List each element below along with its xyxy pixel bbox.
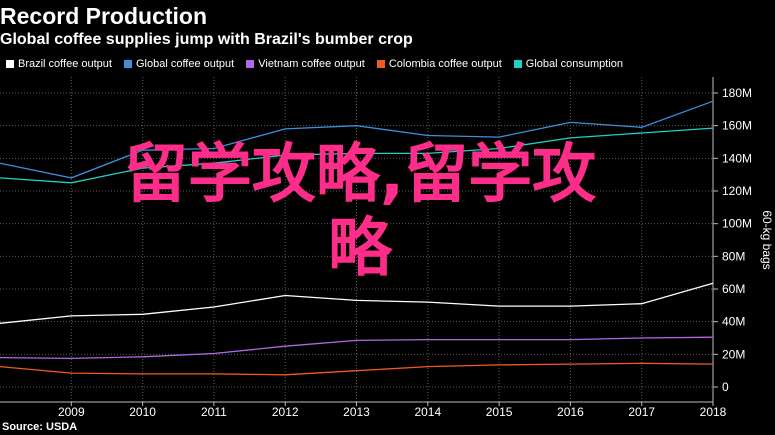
y-tick-label: 0: [722, 380, 729, 394]
legend-label: Vietnam coffee output: [258, 58, 365, 70]
x-tick-label: 2014: [414, 405, 441, 419]
series-line: [0, 100, 714, 179]
y-tick-label: 160M: [722, 119, 752, 133]
series-line: [0, 362, 714, 376]
y-axis-label: 60-kg bags: [760, 210, 774, 269]
x-tick-label: 2015: [486, 405, 513, 419]
y-tick-label: 180M: [722, 86, 752, 100]
legend-label: Colombia coffee output: [388, 58, 502, 70]
series-line: [0, 127, 714, 184]
x-tick-label: 2016: [557, 405, 584, 419]
legend-swatch: [513, 60, 522, 68]
series-line: [0, 336, 714, 360]
x-tick-label: 2013: [343, 405, 370, 419]
legend-swatch: [246, 60, 255, 68]
y-tick-label: 40M: [722, 315, 745, 329]
chart-title: Record Production: [0, 3, 208, 29]
y-tick-label: 140M: [722, 151, 752, 165]
y-tick-label: 20M: [722, 347, 745, 361]
legend-label: Global consumption: [525, 58, 624, 70]
legend-swatch: [376, 60, 385, 68]
x-tick-label: 2018: [700, 405, 727, 419]
legend-swatch: [123, 60, 132, 68]
y-tick-label: 60M: [722, 282, 745, 296]
chart-subtitle: Global coffee supplies jump with Brazil'…: [0, 31, 413, 48]
x-tick-label: 2011: [201, 405, 227, 419]
legend-label: Brazil coffee output: [18, 58, 112, 70]
y-tick-label: 100M: [722, 217, 752, 231]
legend-swatch: [6, 60, 14, 68]
x-tick-label: 2012: [272, 405, 299, 419]
legend: Brazil coffee output Global coffee output…: [6, 58, 623, 70]
x-tick-label: 2009: [58, 405, 85, 419]
legend-item: Colombia coffee output: [376, 58, 502, 70]
y-tick-label: 120M: [722, 184, 752, 198]
x-tick-label: 2010: [129, 405, 156, 419]
legend-label: Global coffee output: [135, 58, 235, 70]
x-tick-label: 2017: [628, 405, 655, 419]
legend-item: Brazil coffee output: [6, 58, 112, 70]
y-tick-label: 80M: [722, 249, 745, 263]
legend-item: Vietnam coffee output: [246, 58, 365, 70]
legend-item: Global consumption: [513, 58, 624, 70]
source-note: Source: USDA: [2, 421, 78, 433]
legend-item: Global coffee output: [123, 58, 235, 70]
series-line: [0, 282, 714, 324]
